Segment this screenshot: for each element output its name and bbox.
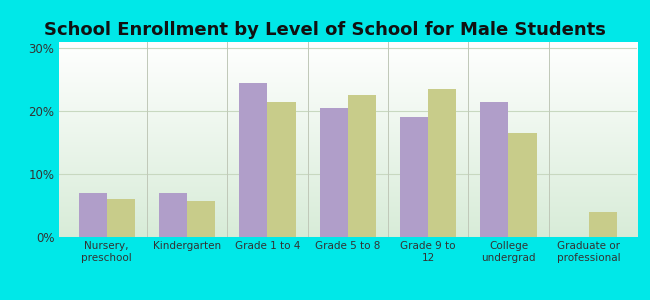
Bar [187, 200, 215, 237]
Bar [400, 118, 428, 237]
Bar [239, 83, 267, 237]
Bar [159, 193, 187, 237]
Bar [320, 108, 348, 237]
Bar [428, 89, 456, 237]
Bar [508, 133, 536, 237]
Bar [348, 95, 376, 237]
Bar [267, 102, 296, 237]
Bar [79, 193, 107, 237]
Bar [589, 212, 617, 237]
Bar [107, 199, 135, 237]
Text: School Enrollment by Level of School for Male Students: School Enrollment by Level of School for… [44, 21, 606, 39]
Bar [480, 102, 508, 237]
